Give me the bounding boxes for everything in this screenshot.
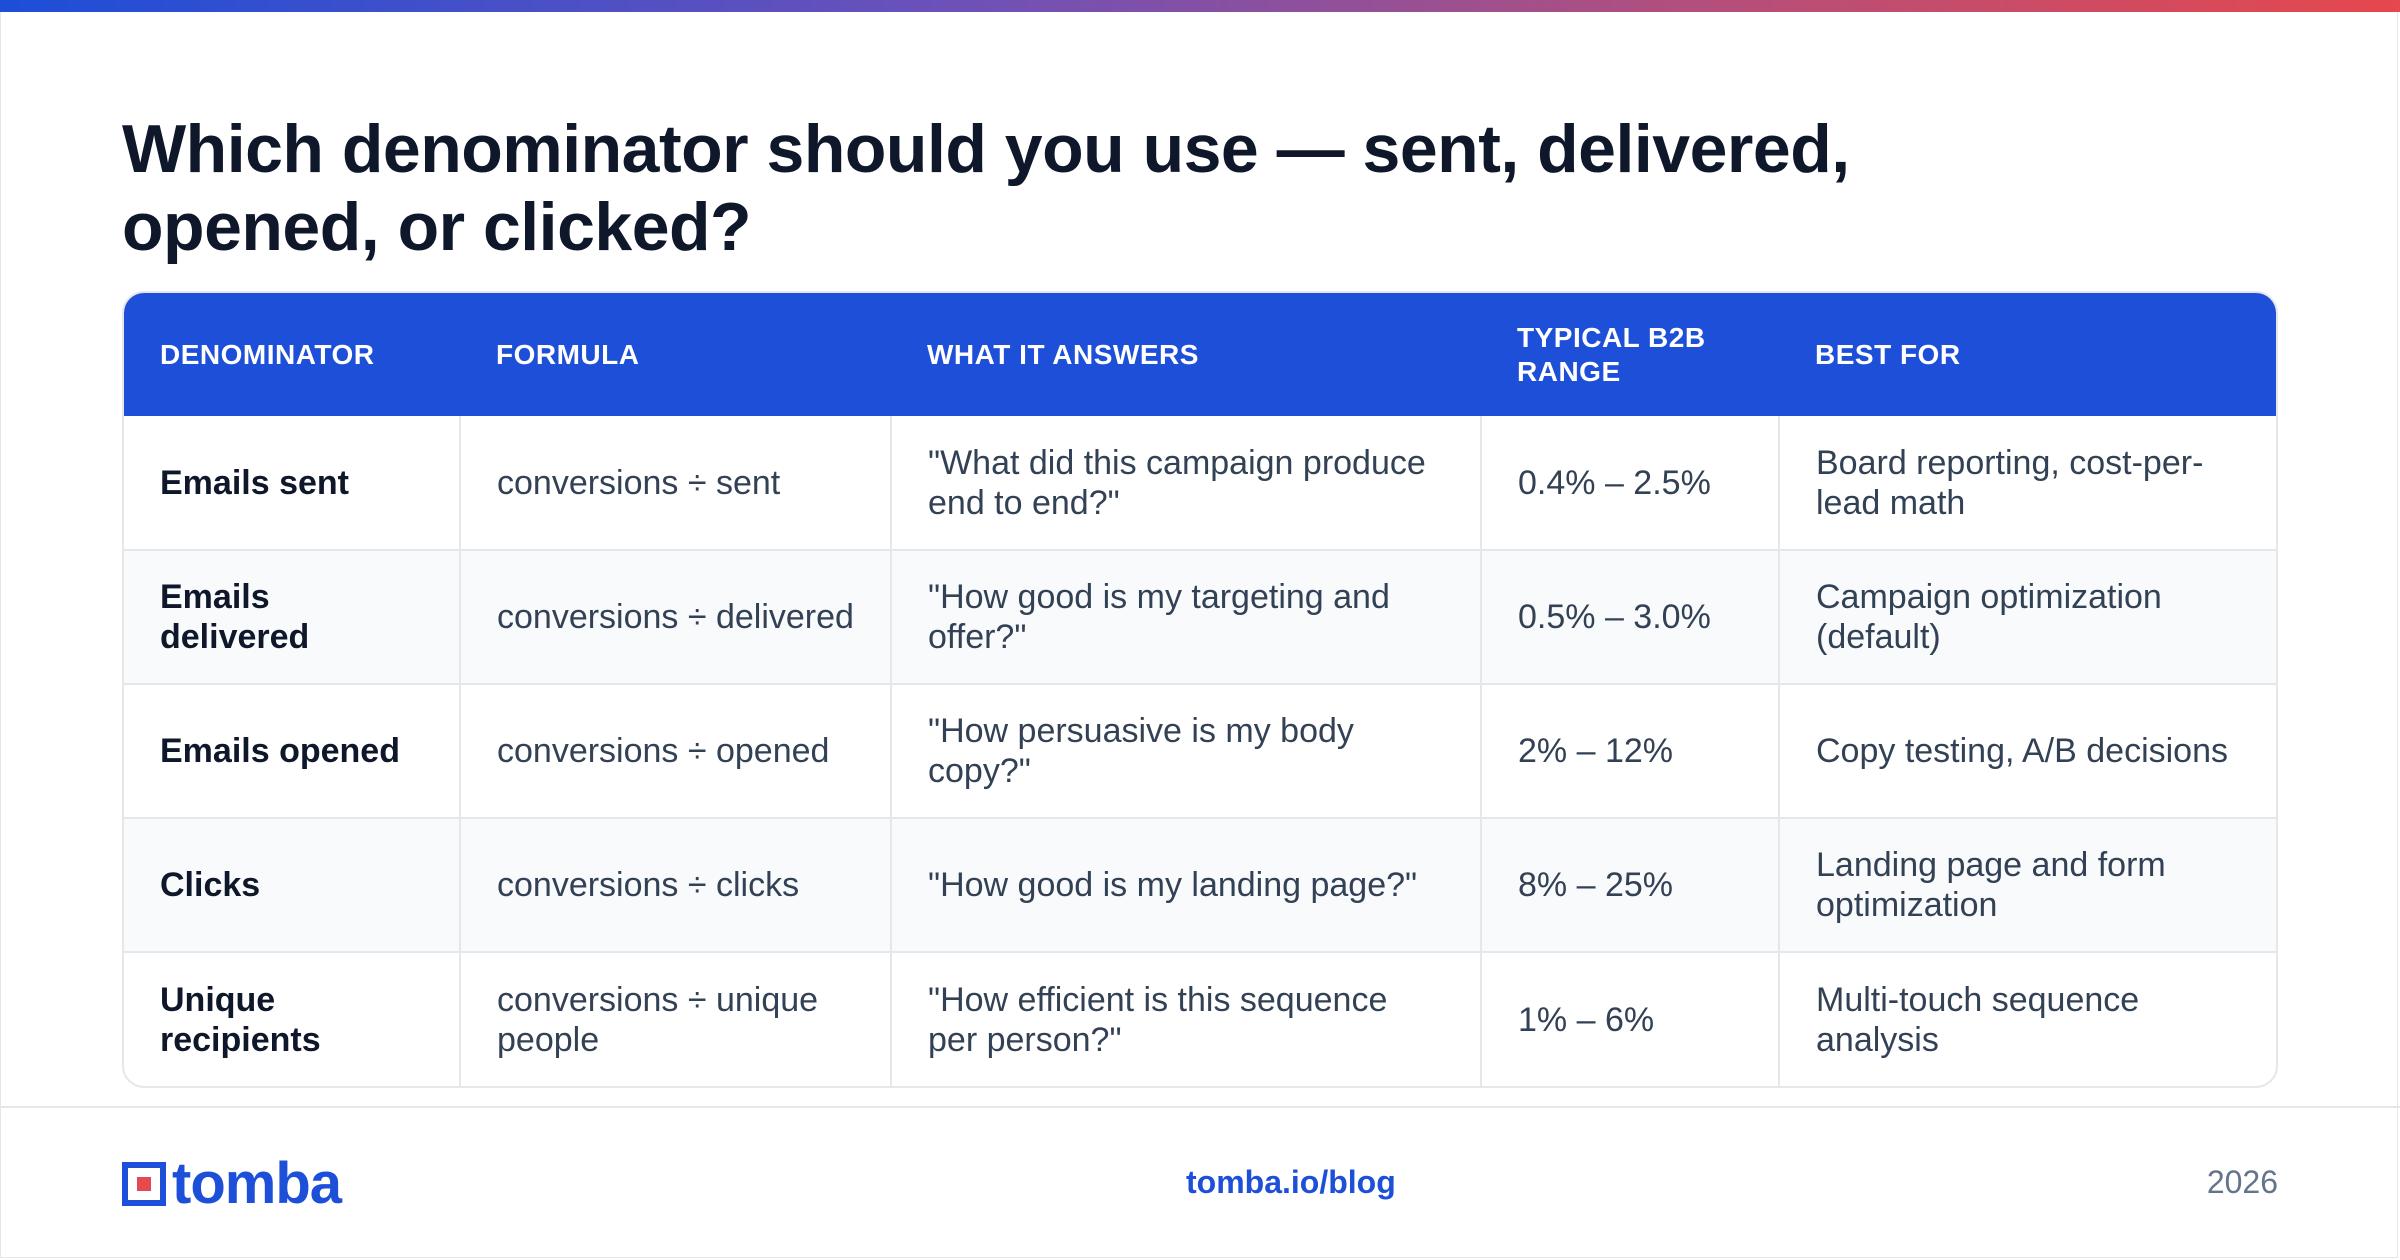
header-what-it-answers: WHAT IT ANSWERS: [927, 338, 1199, 370]
top-accent-bar: [0, 0, 2400, 12]
cell-range: 8% – 25%: [1480, 817, 1779, 952]
cell-range: 2% – 12%: [1480, 683, 1779, 818]
cell-formula: conversions ÷ unique people: [459, 951, 891, 1086]
cell-best-for: Landing page and form optimization: [1778, 817, 2276, 952]
cell-best-for: Copy testing, A/B decisions: [1778, 683, 2276, 818]
cell-question: "How persuasive is my body copy?": [890, 683, 1481, 818]
cell-question: "How good is my landing page?": [890, 817, 1481, 952]
brand-logo[interactable]: tomba: [122, 1151, 342, 1216]
header-denominator: DENOMINATOR: [160, 338, 375, 370]
brand-name: tomba: [172, 1151, 342, 1216]
cell-denominator: Emails delivered: [124, 549, 460, 684]
cell-range: 0.4% – 2.5%: [1480, 416, 1779, 550]
cell-best-for: Campaign optimization (default): [1778, 549, 2276, 684]
header-best-for: BEST FOR: [1815, 338, 1961, 370]
table-row: Emails opened conversions ÷ opened "How …: [124, 683, 2276, 818]
cell-range: 0.5% – 3.0%: [1480, 549, 1779, 684]
cell-best-for: Board reporting, cost-per-lead math: [1778, 416, 2276, 550]
page-title: Which denominator should you use — sent,…: [122, 111, 1850, 265]
table-header-row: DENOMINATOR FORMULA WHAT IT ANSWERS TYPI…: [124, 293, 2276, 416]
cell-formula: conversions ÷ clicks: [459, 817, 891, 952]
cell-question: "What did this campaign produce end to e…: [890, 416, 1481, 550]
cell-denominator: Emails opened: [124, 683, 460, 818]
cell-formula: conversions ÷ delivered: [459, 549, 891, 684]
cell-question: "How efficient is this sequence per pers…: [890, 951, 1481, 1086]
header-formula: FORMULA: [496, 338, 640, 370]
comparison-table: DENOMINATOR FORMULA WHAT IT ANSWERS TYPI…: [122, 291, 2278, 1088]
cell-formula: conversions ÷ opened: [459, 683, 891, 818]
blog-link[interactable]: tomba.io/blog: [1186, 1164, 1396, 1200]
header-typical-b2b-range: TYPICAL B2B RANGE: [1517, 321, 1706, 387]
cell-best-for: Multi-touch sequence analysis: [1778, 951, 2276, 1086]
cell-formula: conversions ÷ sent: [459, 416, 891, 550]
tomba-logo-mark-icon: [122, 1162, 166, 1206]
table-row: Unique recipients conversions ÷ unique p…: [124, 951, 2276, 1086]
footer-year: 2026: [2206, 1164, 2278, 1200]
table-row: Emails sent conversions ÷ sent "What did…: [124, 416, 2276, 550]
cell-denominator: Unique recipients: [124, 951, 460, 1086]
table-row: Emails delivered conversions ÷ delivered…: [124, 549, 2276, 684]
footer-divider: [0, 1106, 2400, 1108]
cell-question: "How good is my targeting and offer?": [890, 549, 1481, 684]
cell-denominator: Emails sent: [160, 463, 349, 502]
cell-range: 1% – 6%: [1480, 951, 1779, 1086]
table-row: Clicks conversions ÷ clicks "How good is…: [124, 817, 2276, 952]
cell-denominator: Clicks: [124, 817, 460, 952]
